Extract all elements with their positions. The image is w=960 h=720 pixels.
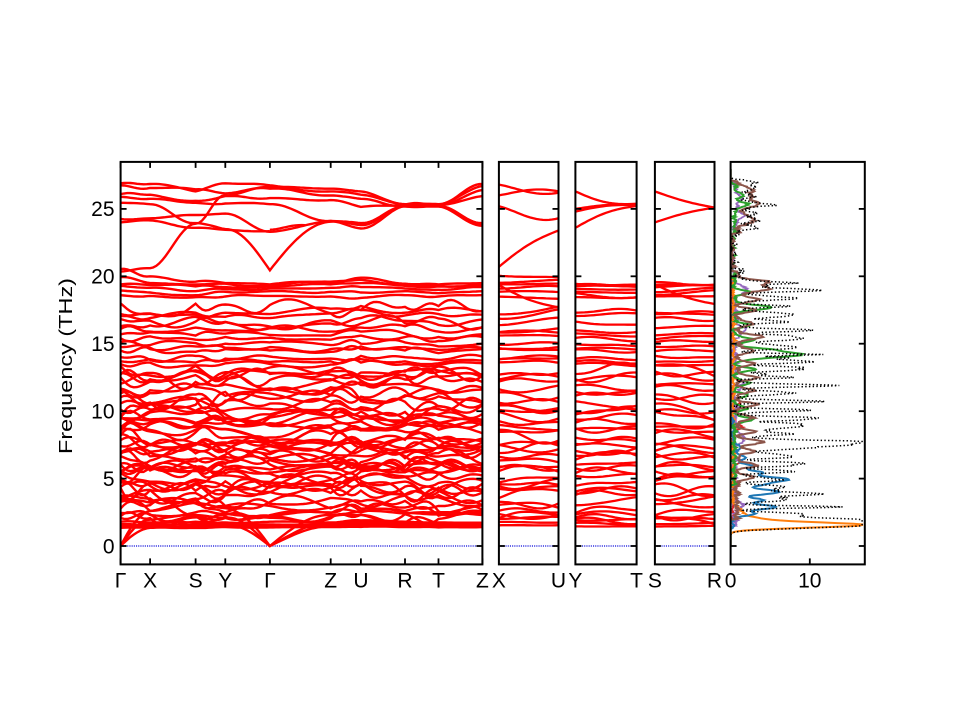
svg-text:5: 5 [103, 468, 115, 491]
svg-text:U: U [353, 570, 368, 593]
svg-text:R: R [707, 570, 722, 593]
svg-text:Γ: Γ [264, 570, 276, 593]
svg-text:10: 10 [91, 401, 114, 424]
svg-text:T: T [630, 570, 643, 593]
svg-text:Frequency (THz): Frequency (THz) [56, 278, 76, 454]
svg-text:Y: Y [568, 570, 582, 593]
svg-text:U: U [551, 570, 566, 593]
svg-text:15: 15 [91, 333, 114, 356]
svg-text:R: R [397, 570, 412, 593]
svg-text:Γ: Γ [115, 570, 127, 593]
svg-text:S: S [648, 570, 662, 593]
svg-text:Z: Z [476, 570, 489, 593]
svg-text:T: T [432, 570, 445, 593]
svg-text:0: 0 [103, 535, 115, 558]
svg-text:X: X [492, 570, 506, 593]
svg-text:20: 20 [91, 266, 114, 289]
svg-text:25: 25 [91, 198, 114, 221]
svg-text:10: 10 [798, 570, 821, 593]
svg-text:Z: Z [324, 570, 337, 593]
svg-text:X: X [143, 570, 157, 593]
svg-text:0: 0 [725, 570, 737, 593]
svg-text:Y: Y [218, 570, 232, 593]
svg-text:S: S [189, 570, 203, 593]
